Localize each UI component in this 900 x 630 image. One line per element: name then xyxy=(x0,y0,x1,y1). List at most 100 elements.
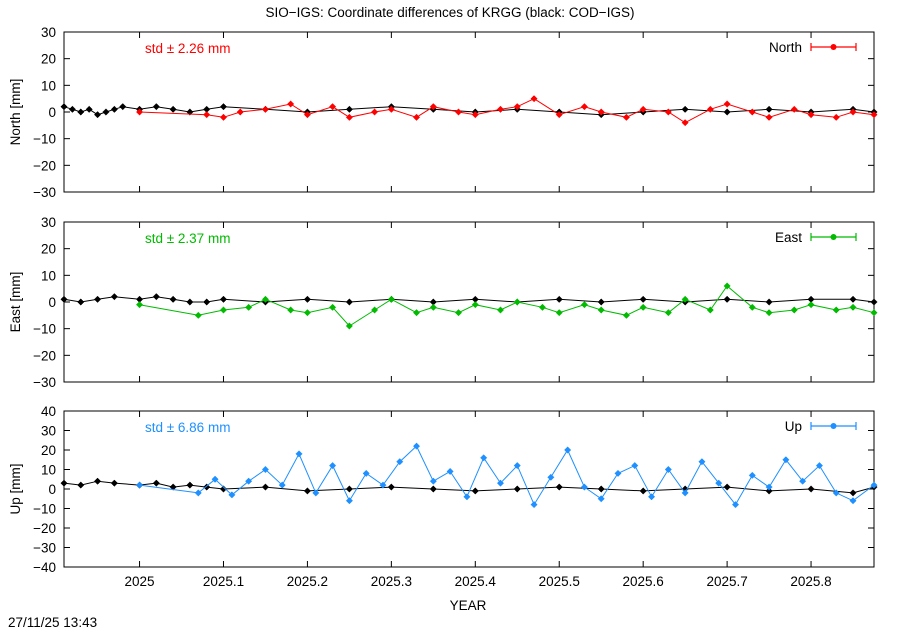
data-point xyxy=(429,303,437,311)
data-point xyxy=(169,105,177,113)
data-point xyxy=(723,108,731,116)
data-point xyxy=(152,479,160,487)
data-point xyxy=(664,465,672,474)
data-point xyxy=(471,487,479,495)
data-point xyxy=(723,295,731,303)
data-point xyxy=(60,295,68,303)
data-point xyxy=(261,465,270,474)
data-point xyxy=(530,501,538,509)
data-point xyxy=(555,295,563,303)
series-reference xyxy=(60,477,878,497)
x-tick-label: 2025.6 xyxy=(623,574,664,589)
data-point xyxy=(597,485,605,493)
y-tick-label: −10 xyxy=(33,322,56,337)
data-point xyxy=(287,100,295,108)
x-tick-label: 2025 xyxy=(125,574,155,589)
data-point xyxy=(77,481,85,489)
data-point xyxy=(765,483,773,491)
data-point xyxy=(790,306,798,314)
series-reference xyxy=(60,293,878,306)
data-point xyxy=(429,485,437,493)
data-point xyxy=(513,462,521,470)
series-sio xyxy=(135,95,878,127)
data-point xyxy=(303,111,311,119)
data-point xyxy=(85,105,93,113)
data-point xyxy=(312,489,320,497)
data-point xyxy=(748,471,756,479)
data-point xyxy=(345,322,353,330)
legend: East xyxy=(775,230,857,245)
data-point xyxy=(94,111,102,119)
data-point xyxy=(555,483,563,491)
data-point xyxy=(639,105,647,113)
data-point xyxy=(110,479,118,487)
data-point xyxy=(236,108,244,116)
y-tick-label: 10 xyxy=(41,268,56,283)
data-point xyxy=(219,113,228,121)
data-point xyxy=(731,501,740,509)
data-point xyxy=(345,497,353,505)
panel-east: 30 20 10 0 −10 −20 −30 East [mm] std ± 2.37 mm Ea… xyxy=(8,215,878,390)
data-point xyxy=(169,483,177,491)
y-tick-label: 10 xyxy=(41,463,56,478)
data-point xyxy=(371,108,379,116)
y-tick-label: 20 xyxy=(41,443,56,458)
y-tick-label: 0 xyxy=(48,295,56,310)
data-point xyxy=(765,309,773,317)
series-sio xyxy=(135,442,878,509)
legend-label: North xyxy=(769,40,802,55)
data-point xyxy=(68,105,76,113)
series-line xyxy=(63,296,875,303)
legend-marker xyxy=(830,44,837,50)
data-point xyxy=(681,489,689,497)
panel-north: 30 20 10 0 −10 −20 −30 North [mm] std ± 2.26 mm N… xyxy=(8,25,878,200)
data-point xyxy=(496,479,505,487)
chart-title: SIO−IGS: Coordinate differences of KRGG … xyxy=(266,5,635,20)
x-tick-label: 2025.4 xyxy=(455,574,497,589)
data-point xyxy=(329,103,337,111)
data-point xyxy=(94,295,102,303)
data-point xyxy=(345,113,353,121)
legend: North xyxy=(769,40,857,55)
data-point xyxy=(345,105,353,113)
y-tick-label: 0 xyxy=(48,482,56,497)
data-point xyxy=(622,113,630,121)
data-point xyxy=(463,493,471,501)
data-point xyxy=(782,456,790,464)
data-point xyxy=(815,462,823,470)
data-point xyxy=(203,298,211,306)
data-point xyxy=(622,311,630,319)
data-point xyxy=(648,493,656,501)
data-point xyxy=(152,293,160,301)
data-point xyxy=(765,487,773,495)
data-point xyxy=(387,483,395,491)
data-point xyxy=(446,467,454,476)
data-point xyxy=(412,442,421,450)
x-tick-label: 2025.5 xyxy=(539,574,580,589)
x-tick-label: 2025.2 xyxy=(287,574,328,589)
data-point xyxy=(371,306,379,314)
data-point xyxy=(219,295,228,303)
y-tick-label: 20 xyxy=(41,242,56,257)
data-point xyxy=(631,462,639,470)
data-point xyxy=(849,489,857,497)
x-tick-label: 2025.7 xyxy=(706,574,747,589)
data-point xyxy=(278,481,286,489)
y-tick-label: 30 xyxy=(41,215,56,230)
data-point xyxy=(228,491,236,499)
series-line xyxy=(139,285,875,327)
data-point xyxy=(664,108,672,116)
data-point xyxy=(681,295,689,303)
data-point xyxy=(261,483,270,491)
y-tick-label: 40 xyxy=(41,404,56,419)
data-point xyxy=(77,108,85,116)
data-point xyxy=(870,111,878,119)
data-point xyxy=(580,301,588,309)
data-point xyxy=(480,454,488,462)
y-axis-label: Up [mm] xyxy=(8,463,23,514)
data-point xyxy=(362,469,370,477)
plot-frame xyxy=(63,221,875,383)
y-tick-label: −30 xyxy=(33,375,56,390)
data-point xyxy=(329,462,337,470)
